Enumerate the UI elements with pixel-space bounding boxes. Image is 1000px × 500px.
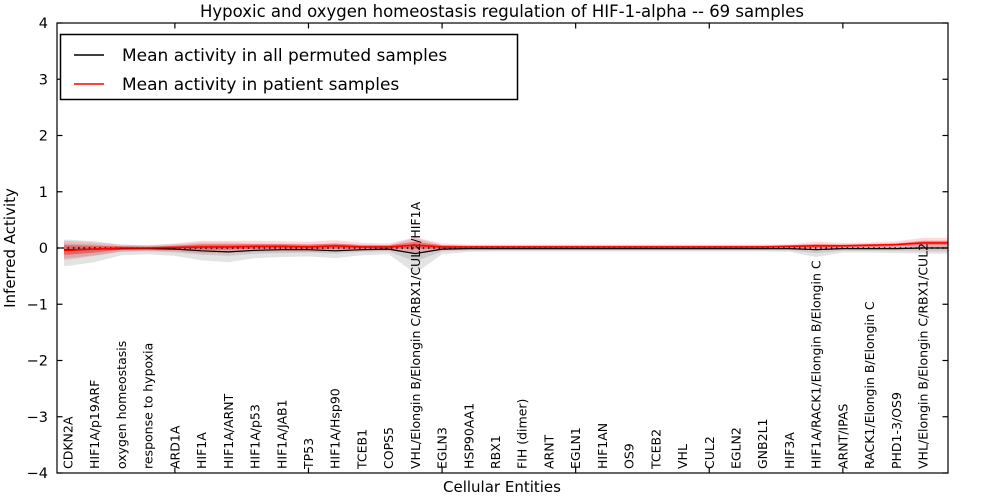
x-tick-label: ARNT [541,434,556,469]
legend-box [59,33,519,101]
x-tick-label: VHL/Elongin B/Elongin C/RBX1/CUL2 [916,243,931,469]
x-tick-label: TCEB2 [648,429,663,470]
x-tick-label: HSP90AA1 [461,403,476,469]
x-tick-label: GNB2L1 [755,419,770,469]
x-tick-label: VHL/Elongin B/Elongin C/RBX1/CUL2/HIF1A [408,201,423,469]
x-tick-label: HIF1A/Hsp90 [328,388,343,469]
axes-and-ticks: −4 −3 −2 −1 0 1 2 3 4 [27,16,949,482]
y-axis-label: Inferred Activity [1,188,19,308]
x-tick-label: TCEB1 [354,429,369,470]
y-tick-label: −3 [27,410,48,426]
y-tick-label: 3 [39,72,48,88]
y-tick-label: −4 [27,466,48,482]
x-tick-label: ARD1A [167,425,182,469]
x-tick-label: COPS5 [381,427,396,469]
y-tick-label: −1 [27,297,48,313]
x-tick-label: HIF1A/ARNT [221,393,236,469]
x-tick-label: HIF1A/JAB1 [274,399,289,469]
x-tick-label: EGLN2 [728,427,743,469]
legend-label-patient: Mean activity in patient samples [122,75,399,95]
x-tick-label: HIF1AN [595,423,610,469]
y-tick-label: 0 [39,241,48,257]
x-tick-label: response to hypoxia [141,343,156,469]
y-tick-label: 4 [39,16,48,32]
x-tick-label: TP53 [301,438,316,470]
x-tick-label: ARNT/IPAS [835,404,850,469]
x-tick-label: CDKN2A [61,416,76,469]
x-axis-label: Cellular Entities [443,478,561,496]
x-tick-label: HIF1A/p19ARF [87,380,102,469]
x-tick-label: RBX1 [488,435,503,469]
x-tick-label: HIF3A [782,432,797,469]
x-tick-label: RACK1/Elongin B/Elongin C [862,301,877,469]
y-tick-label: 2 [39,129,48,145]
x-tick-label: FIH (dimer) [515,399,530,469]
x-tick-label: CUL2 [702,436,717,469]
patient-spread-inner-band [64,240,948,255]
series-lines [57,242,948,255]
chart-title: Hypoxic and oxygen homeostasis regulatio… [200,2,804,21]
x-tick-label: oxygen homeostasis [114,341,129,469]
y-tick-label: −2 [27,354,48,370]
x-tick-label: HIF1A [194,432,209,469]
legend: Mean activity in all permuted samples Me… [59,33,519,101]
y-tick-label: 1 [39,185,48,201]
patient-mean-line [64,242,948,252]
permuted-mean-line [64,247,948,255]
x-tick-label: OS9 [622,443,637,469]
x-tick-label: EGLN1 [568,427,583,469]
x-tick-label: EGLN3 [435,427,450,469]
x-tick-label: VHL [675,444,690,469]
x-category-labels: CDKN2A HIF1A/p19ARF oxygen homeostasis resp… [61,201,931,470]
x-tick-label: HIF1A/RACK1/Elongin B/Elongin C [809,260,824,469]
x-tick-label: PHD1-3/OS9 [889,392,904,469]
x-tick-label: HIF1A/p53 [248,404,263,469]
legend-label-permuted: Mean activity in all permuted samples [122,46,447,66]
